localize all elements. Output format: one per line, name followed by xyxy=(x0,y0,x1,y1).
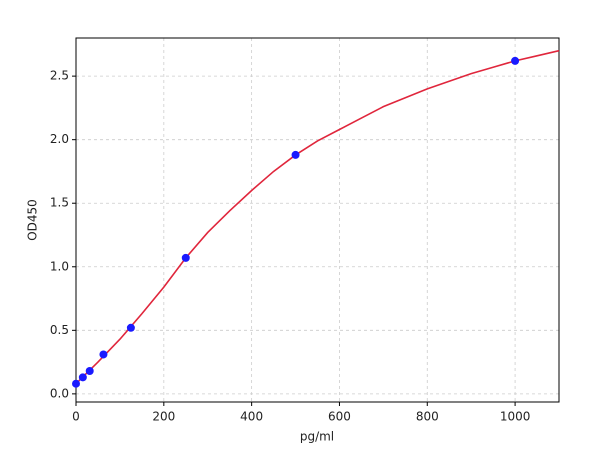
data-point xyxy=(85,366,94,375)
fit-curve xyxy=(75,49,560,385)
data-point xyxy=(511,56,520,65)
x-tick-label: 800 xyxy=(416,410,439,424)
data-point xyxy=(78,373,87,382)
data-point xyxy=(291,150,300,159)
y-tick-label: 1.5 xyxy=(50,196,69,210)
y-tick-label: 2.5 xyxy=(50,69,69,83)
y-tick-label: 1.0 xyxy=(50,259,69,273)
y-tick-label: 0.0 xyxy=(50,386,69,400)
data-point xyxy=(181,253,190,262)
x-axis-label: pg/ml xyxy=(300,430,334,444)
x-tick-label: 200 xyxy=(152,410,175,424)
y-axis-label: OD450 xyxy=(26,199,40,241)
x-tick-label: 400 xyxy=(240,410,263,424)
y-tick-label: 0.5 xyxy=(50,323,69,337)
x-tick-label: 0 xyxy=(72,410,80,424)
data-point xyxy=(99,350,108,359)
y-tick-label: 2.0 xyxy=(50,132,69,146)
data-point xyxy=(72,379,80,388)
data-point xyxy=(126,323,135,332)
plot-frame xyxy=(75,37,560,403)
x-tick-label: 600 xyxy=(328,410,351,424)
x-tick-label: 1000 xyxy=(500,410,531,424)
